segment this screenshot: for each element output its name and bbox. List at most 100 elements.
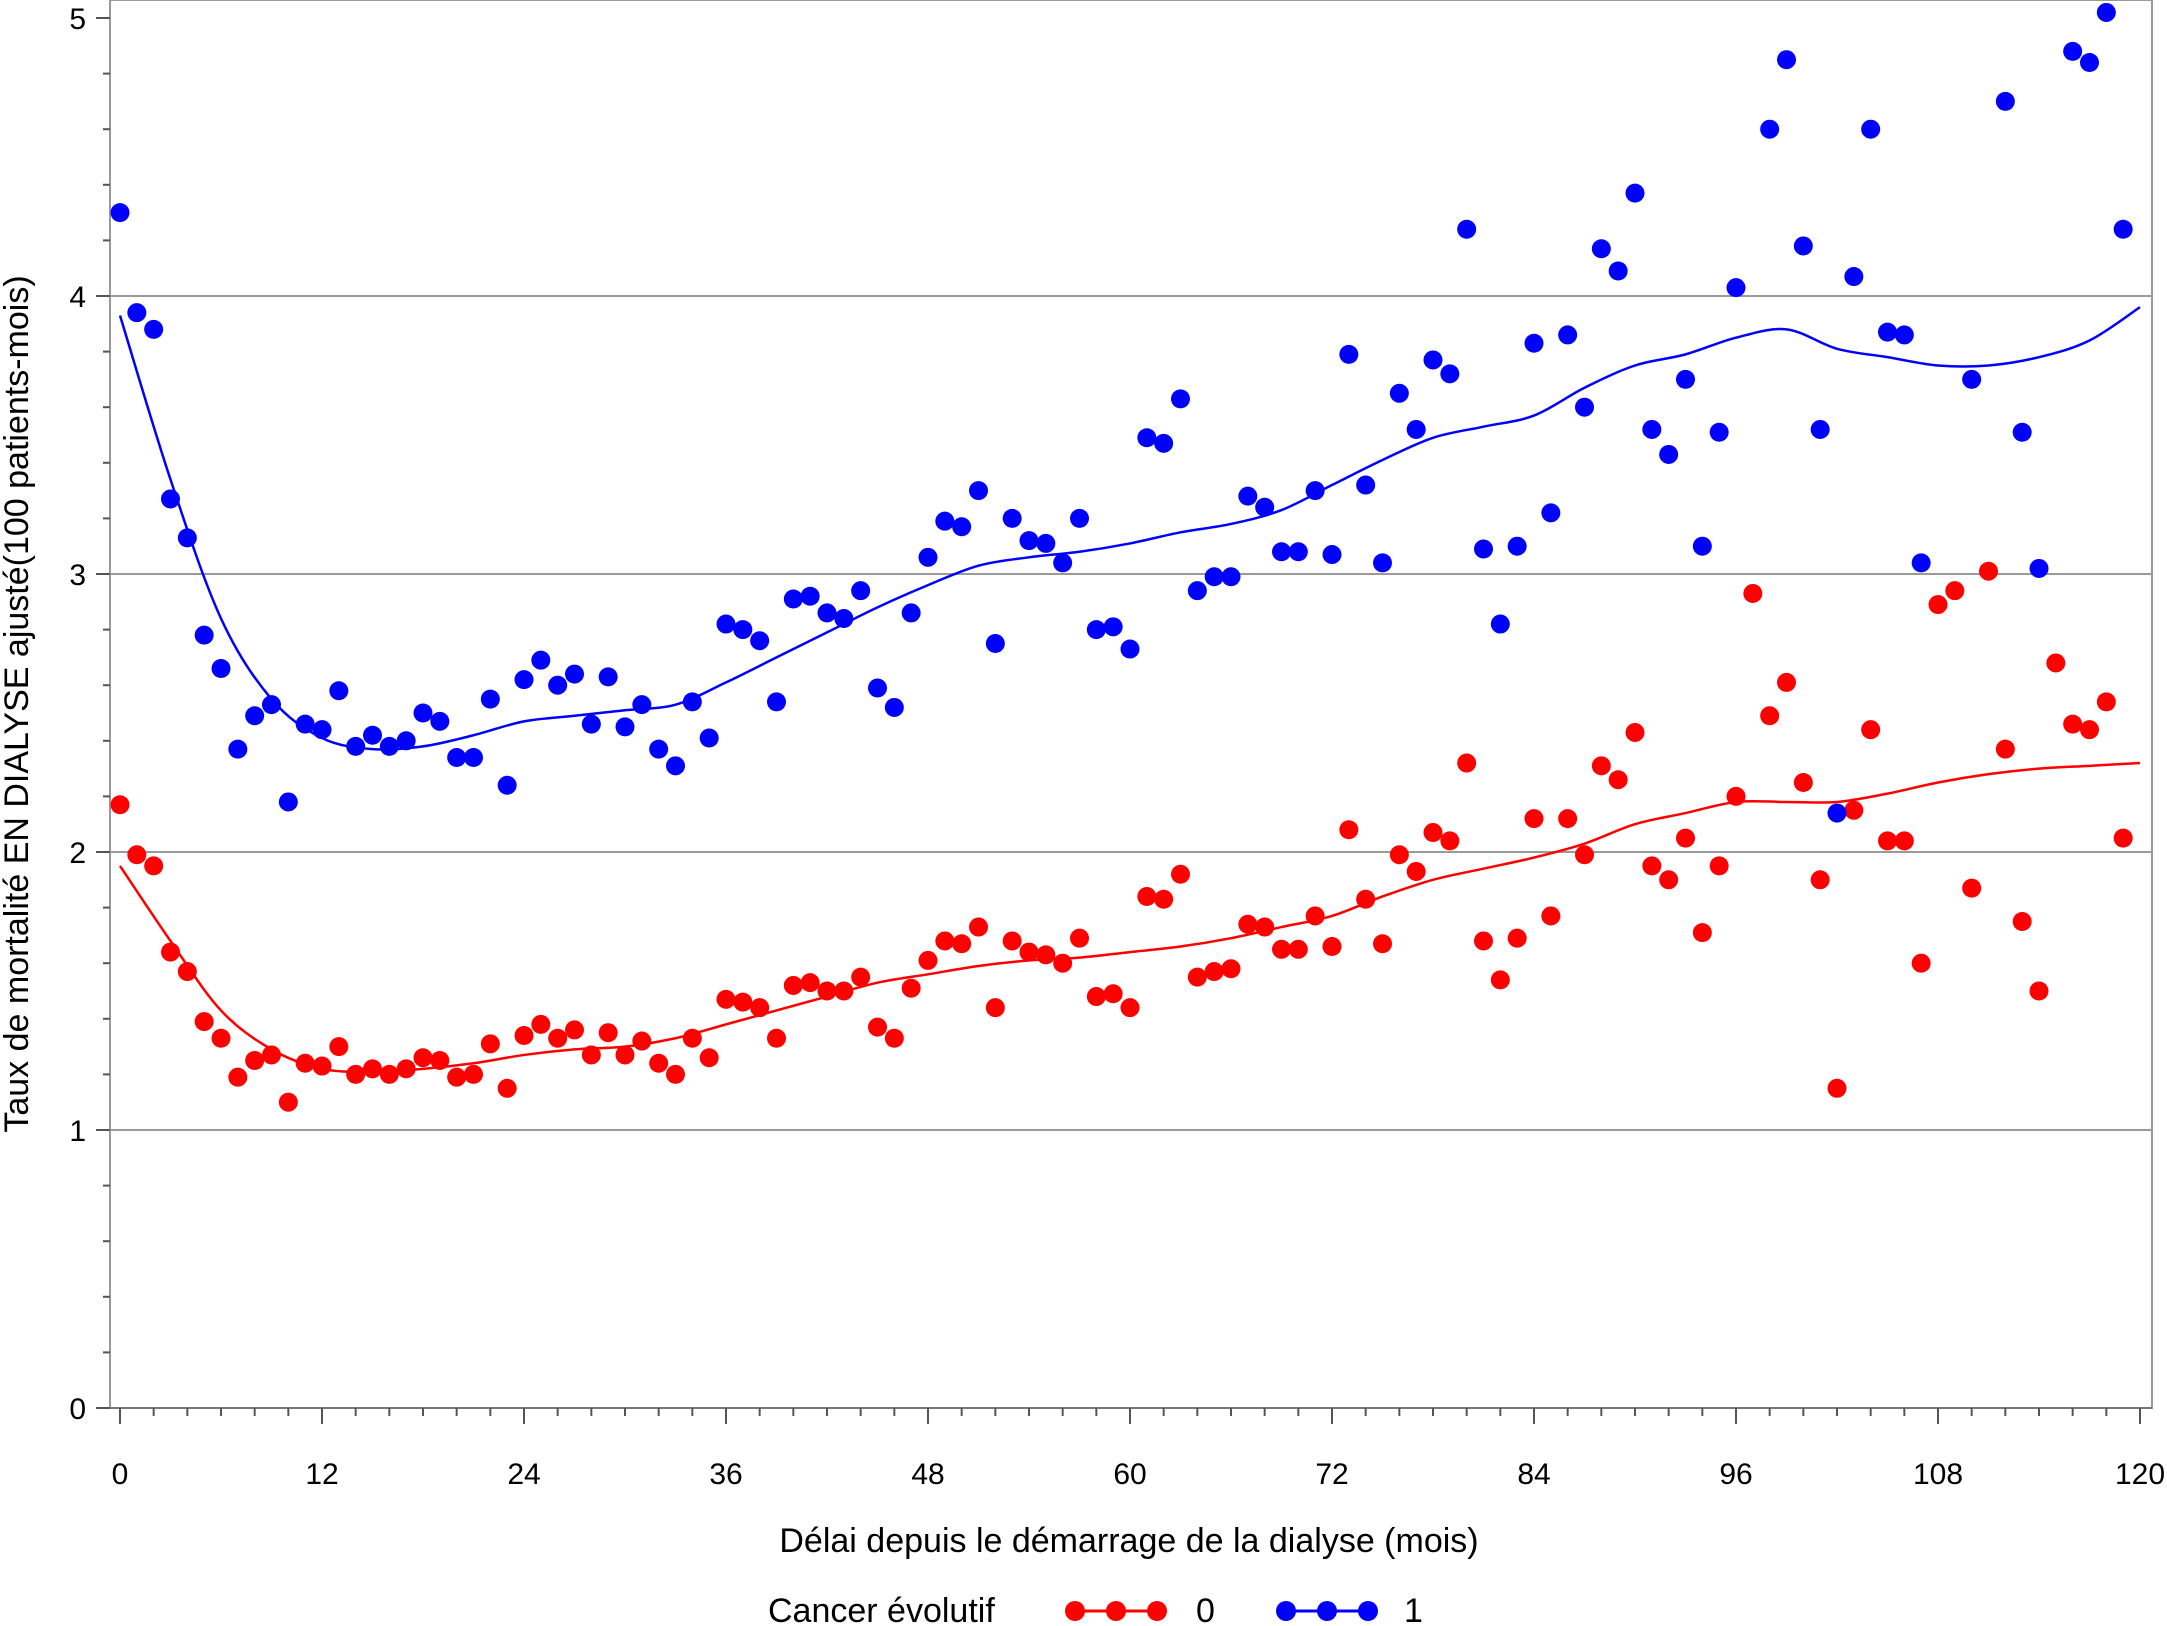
x-tick-label: 108: [1913, 1458, 1963, 1491]
x-tick-label: 12: [305, 1458, 338, 1491]
point-series-1: [649, 739, 669, 759]
point-series-1: [1760, 119, 1780, 139]
point-series-0: [1625, 722, 1645, 742]
point-series-0: [329, 1037, 349, 1057]
point-series-1: [1120, 639, 1140, 659]
point-series-0: [817, 981, 837, 1001]
point-series-1: [1204, 567, 1224, 587]
point-series-0: [1945, 581, 1965, 601]
point-series-1: [262, 695, 281, 715]
point-series-1: [211, 659, 231, 679]
point-series-0: [1541, 906, 1561, 926]
point-series-1: [1322, 545, 1342, 565]
point-series-0: [901, 978, 921, 998]
x-tick-label: 84: [1517, 1458, 1550, 1491]
point-series-1: [2029, 558, 2049, 578]
point-series-1: [1793, 236, 1813, 256]
point-series-1: [1103, 617, 1123, 637]
point-series-0: [2080, 720, 2099, 740]
point-series-0: [1137, 886, 1157, 906]
point-series-1: [1019, 531, 1039, 551]
point-series-1: [1726, 278, 1746, 298]
y-tick-label: 1: [69, 1115, 86, 1148]
point-series-1: [1423, 350, 1443, 370]
point-series-0: [565, 1020, 584, 1040]
point-series-0: [1356, 889, 1376, 909]
point-series-1: [464, 747, 483, 767]
point-series-0: [1659, 870, 1679, 890]
point-series-0: [733, 992, 753, 1012]
point-series-0: [2096, 692, 2116, 712]
point-series-0: [514, 1025, 534, 1045]
point-series-0: [1928, 595, 1948, 615]
point-series-1: [1053, 553, 1073, 573]
point-series-0: [1154, 889, 1174, 909]
point-series-1: [1490, 614, 1510, 634]
point-series-0: [1995, 739, 2015, 759]
point-series-0: [851, 967, 871, 987]
point-series-1: [177, 528, 197, 548]
point-series-0: [1238, 914, 1258, 934]
point-series-1: [430, 711, 450, 731]
x-axis-title: Délai depuis le démarrage de la dialyse …: [779, 1522, 1478, 1560]
point-series-1: [127, 303, 147, 323]
point-series-0: [480, 1034, 500, 1054]
point-series-0: [1911, 953, 1931, 973]
legend-marker-0-c: [1147, 1601, 1167, 1621]
point-series-0: [1507, 928, 1527, 948]
point-series-1: [1389, 383, 1409, 403]
y-axis: 0 1 2 3 4 5: [69, 3, 110, 1426]
point-series-1: [1440, 364, 1460, 384]
point-series-0: [750, 998, 770, 1018]
point-series-0: [194, 1012, 214, 1032]
y-tick-label: 2: [69, 837, 86, 870]
point-series-0: [1844, 800, 1864, 820]
point-series-1: [531, 650, 551, 670]
point-series-1: [901, 603, 921, 623]
point-series-0: [1979, 561, 1998, 581]
x-tick-label: 120: [2115, 1458, 2165, 1491]
point-series-0: [1406, 861, 1426, 881]
x-tick-label: 72: [1315, 1458, 1348, 1491]
point-series-1: [800, 586, 820, 606]
legend-label-0: 0: [1196, 1592, 1215, 1626]
point-series-1: [1373, 553, 1392, 573]
plot-area: [109, 0, 2153, 1409]
point-series-1: [161, 489, 180, 509]
point-series-0: [632, 1031, 652, 1051]
point-series-1: [1474, 539, 1493, 559]
point-series-0: [767, 1028, 786, 1048]
point-series-1: [278, 792, 298, 812]
point-series-1: [1692, 536, 1712, 556]
point-series-0: [1322, 937, 1342, 957]
point-series-0: [615, 1045, 635, 1065]
y-tick-label: 0: [69, 1393, 86, 1426]
point-series-1: [834, 608, 854, 628]
point-series-1: [1507, 536, 1527, 556]
point-series-1: [1187, 581, 1207, 601]
point-series-0: [783, 975, 803, 995]
legend-entry-1: 1: [1276, 1592, 1423, 1626]
point-series-0: [110, 795, 130, 815]
point-series-1: [935, 511, 955, 531]
point-series-1: [329, 681, 349, 701]
point-series-0: [262, 1045, 281, 1065]
point-series-0: [1709, 856, 1729, 876]
point-series-1: [952, 517, 972, 537]
point-series-1: [396, 731, 416, 751]
scatter-points: [110, 2, 2133, 1112]
point-series-0: [1440, 831, 1460, 851]
point-series-0: [935, 931, 955, 951]
point-series-1: [581, 714, 601, 734]
point-series-1: [514, 670, 534, 690]
x-axis: 0 12 24 36 48 60 72 84 96 108 120: [110, 1407, 2165, 1491]
point-series-1: [632, 695, 652, 715]
point-series-1: [733, 620, 753, 640]
point-series-0: [1490, 970, 1510, 990]
point-series-1: [447, 747, 467, 767]
point-series-1: [2113, 219, 2133, 239]
point-series-1: [1575, 397, 1594, 417]
point-series-0: [295, 1053, 315, 1073]
point-series-0: [1036, 945, 1056, 965]
point-series-1: [969, 481, 988, 501]
